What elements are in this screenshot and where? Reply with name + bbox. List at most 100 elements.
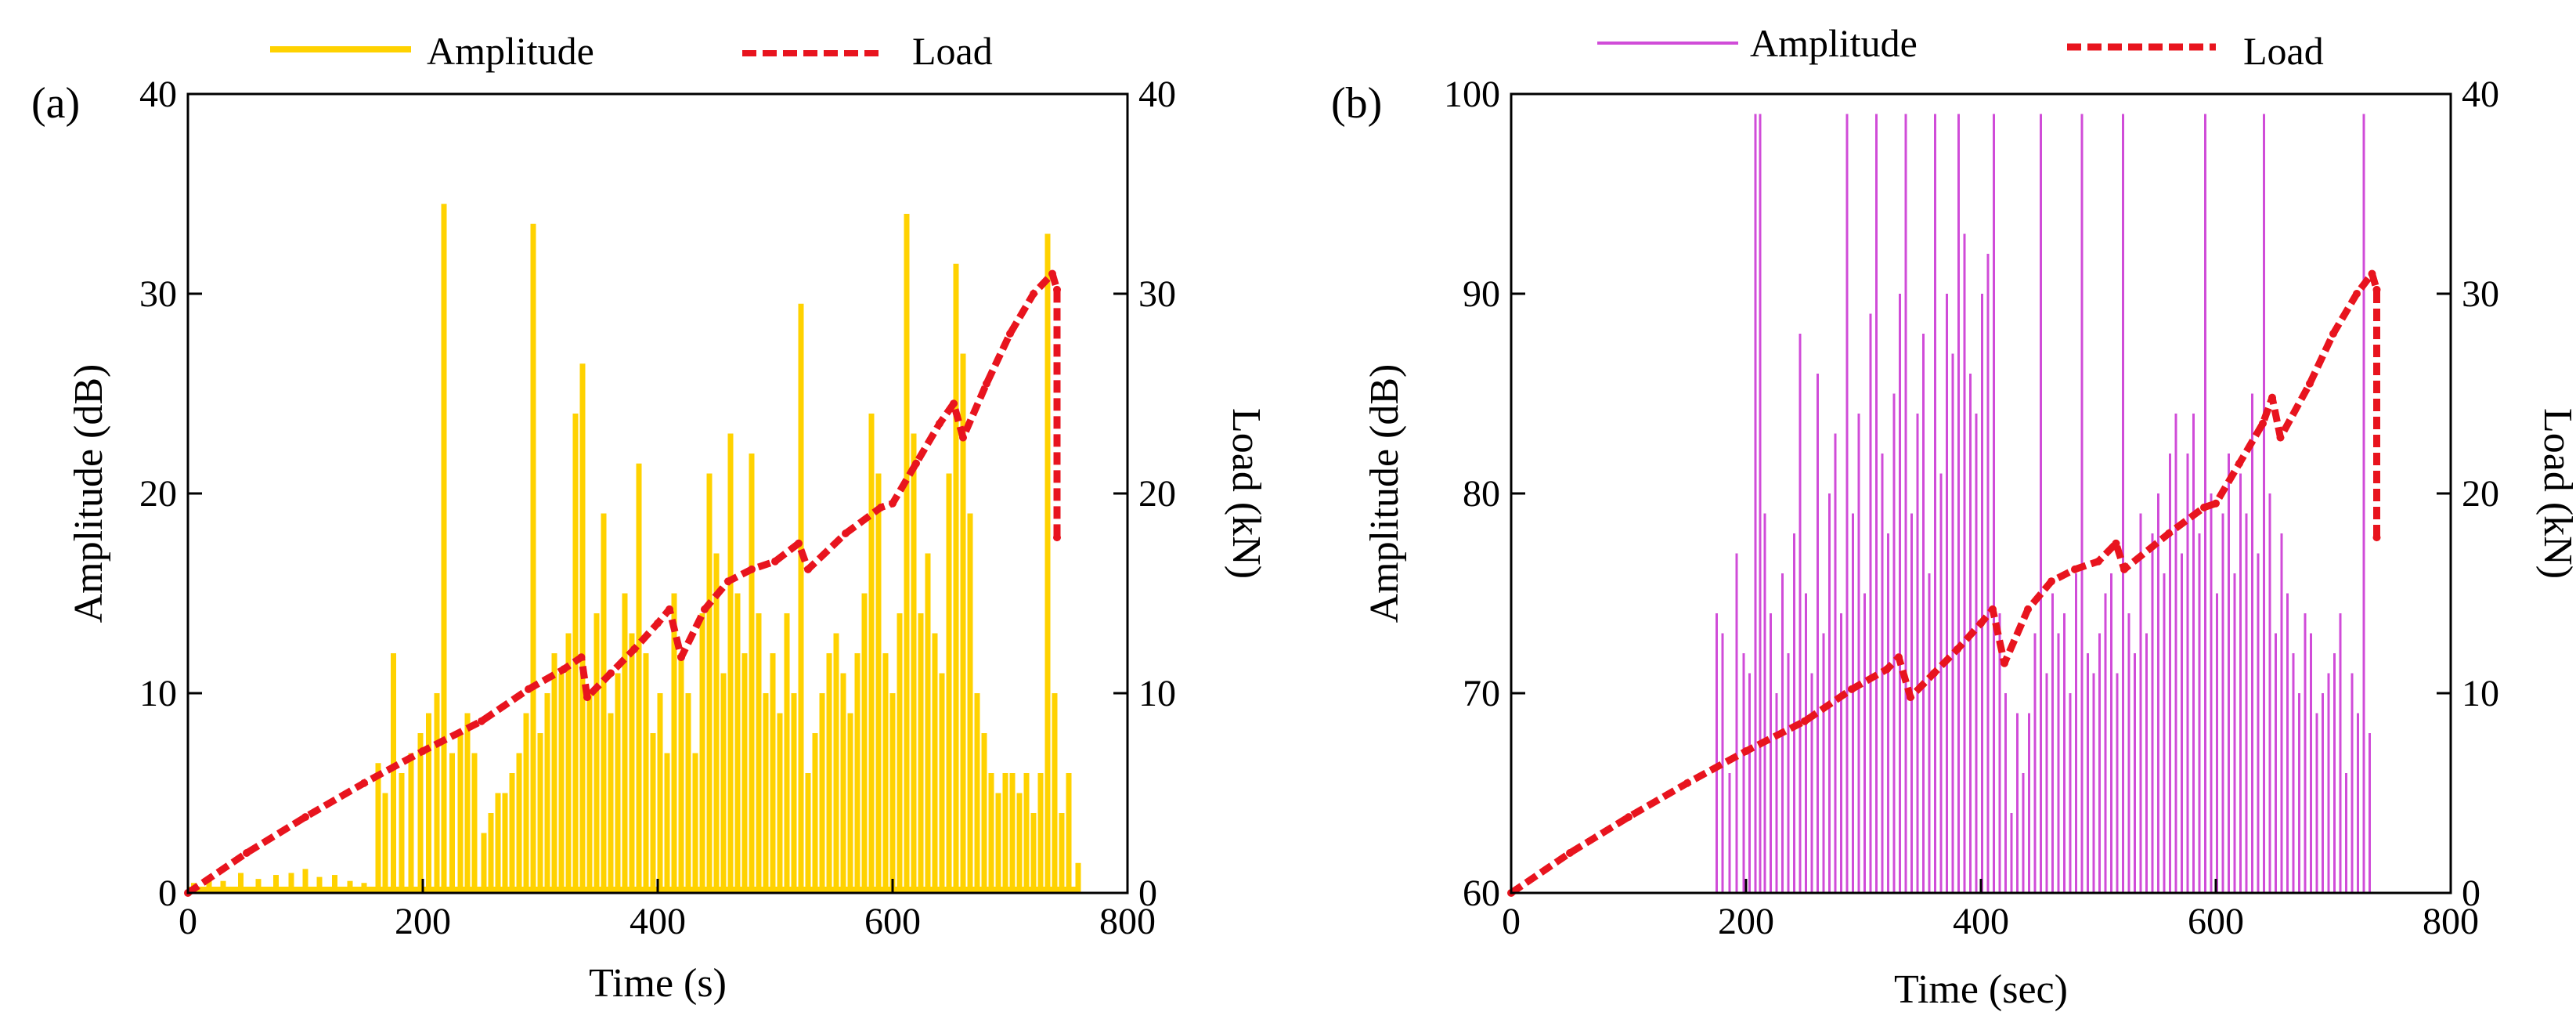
panel-b-load-point xyxy=(1895,653,1903,662)
panel-a-load-point xyxy=(630,645,638,653)
panel-b-load-point xyxy=(2120,565,2128,573)
panel-a-load-point xyxy=(1006,330,1014,338)
panel-b-y-axis-title: Amplitude (dB) xyxy=(1362,364,1407,623)
panel-b-load-point xyxy=(1883,665,1891,674)
panel-b-label: (b) xyxy=(1331,79,1382,128)
panel-b-load-point xyxy=(1907,693,1914,702)
panel-a-load-point xyxy=(983,379,990,388)
panel-a-load-point xyxy=(1053,285,1061,294)
panel-a-x-tick-label: 600 xyxy=(864,901,921,942)
panel-b-load-point xyxy=(1848,685,1856,693)
panel-b-load-point xyxy=(1625,813,1633,822)
panel-b-load-point xyxy=(2094,557,2102,566)
panel-b-legend: Amplitude Load xyxy=(1597,21,2324,73)
panel-b-ticks: 0 200 400 600 800 60 70 80 90 100 0 10 20 30 40 xyxy=(1444,74,2499,942)
panel-b-load-point xyxy=(2353,290,2361,298)
panel-a-load-point xyxy=(1048,269,1056,278)
panel-b-y-tick-label: 100 xyxy=(1444,74,1500,115)
panel-a-x-tick-label: 400 xyxy=(630,901,686,942)
panel-b-y2-tick-label: 10 xyxy=(2462,673,2499,714)
panel-b-y2-tick-label: 40 xyxy=(2462,74,2499,115)
panel-a-load-point xyxy=(654,619,662,627)
panel-a-load-point xyxy=(724,577,732,586)
panel-a-load-point xyxy=(795,539,803,548)
panel-a-load-points xyxy=(184,269,1061,897)
panel-b-x-tick-label: 600 xyxy=(2188,901,2244,942)
panel-b-y2-tick-label: 30 xyxy=(2462,273,2499,315)
panel-b-load-point xyxy=(1801,717,1809,725)
panel-a-load-point xyxy=(1053,533,1061,542)
panel-a-y2-tick-label: 30 xyxy=(1138,273,1176,315)
panel-b-y-tick-label: 80 xyxy=(1463,473,1500,515)
panel-b-y-tick-label: 70 xyxy=(1463,673,1500,714)
panel-a-y2-tick-label: 20 xyxy=(1138,473,1176,515)
panel-b-x-axis-title: Time (sec) xyxy=(1894,967,2068,1012)
panel-b-load-point xyxy=(2165,529,2173,537)
panel-a-legend: Amplitude Load xyxy=(270,29,993,73)
panel-a-load-point xyxy=(666,605,673,613)
panel-b-load-series-line xyxy=(1509,270,2380,896)
panel-a-y-tick-label: 0 xyxy=(158,873,177,914)
panel-b-x-tick-label: 800 xyxy=(2423,901,2479,942)
panel-b-load-point xyxy=(2268,393,2276,402)
panel-b-load-point xyxy=(2112,539,2120,548)
panel-b-load-point xyxy=(2259,419,2267,428)
panel-b-legend-amplitude-label: Amplitude xyxy=(1750,21,1918,65)
panel-b-y2-tick-label: 0 xyxy=(2462,873,2480,914)
panel-b-load-point xyxy=(2306,379,2314,388)
panel-b-load-point xyxy=(2071,565,2079,573)
panel-a-y-tick-label: 20 xyxy=(139,473,177,515)
panel-a-load-point xyxy=(419,746,427,755)
panel-b-load-point xyxy=(1566,849,1574,857)
panel-a-load-series-line xyxy=(186,270,1061,896)
panel-b-load-point xyxy=(1742,746,1750,755)
panel-b-load-point xyxy=(2235,459,2243,468)
panel-b-x-tick-label: 0 xyxy=(1502,901,1521,942)
panel-a-load-point xyxy=(877,503,885,511)
panel-a-load-point xyxy=(677,653,685,662)
panel-a-load-point xyxy=(1030,290,1037,298)
panel-b-load-point xyxy=(2001,659,2008,667)
panel-a-y2-axis-title: Load (kN) xyxy=(1224,408,1268,579)
panel-a-load-point xyxy=(889,499,897,508)
panel-a-legend-load-label: Load xyxy=(912,29,993,73)
panel-a-y2-tick-label: 40 xyxy=(1138,74,1176,115)
panel-a-chart: Amplitude Load (a) 0 200 400 600 80001020304… xyxy=(31,29,1268,1006)
panel-b-x-tick-label: 400 xyxy=(1953,901,2009,942)
panel-b-y2-axis-title: Load (kN) xyxy=(2535,408,2576,579)
panel-b-legend-load-label: Load xyxy=(2243,29,2324,73)
panel-a-load-point xyxy=(912,459,920,468)
panel-b-y-tick-label: 90 xyxy=(1463,273,1500,315)
panel-a-load-point xyxy=(936,419,943,428)
panel-b-chart: Amplitude Load (b) 0 200 400 600 80060708090… xyxy=(1331,21,2576,1012)
panel-b-load-point xyxy=(2212,499,2220,508)
panel-a-plot-area xyxy=(184,204,1081,897)
panel-b-amplitude-series xyxy=(1716,114,2371,893)
panel-a-load-point xyxy=(478,717,485,725)
panel-a-y2-tick-label: 0 xyxy=(1138,873,1157,914)
panel-b-load-point xyxy=(2276,433,2285,442)
panel-a-load-point xyxy=(560,665,568,674)
panel-a-load-point xyxy=(583,693,591,702)
panel-a-load-point xyxy=(301,813,309,822)
panel-a-x-tick-label: 800 xyxy=(1099,901,1156,942)
panel-a-load-point xyxy=(525,685,532,693)
panel-b-load-point xyxy=(2372,285,2381,294)
panel-a-x-axis-title: Time (s) xyxy=(589,961,727,1006)
panel-a-y-tick-label: 30 xyxy=(139,273,177,315)
panel-a-load-point xyxy=(959,433,967,442)
panel-b-load-point xyxy=(2368,269,2376,278)
panel-a-load-point xyxy=(748,565,756,573)
panel-a-load-point xyxy=(771,557,779,566)
panel-a-load-point xyxy=(950,399,958,408)
panel-a-load-point xyxy=(360,779,368,787)
panel-a-amplitude-series xyxy=(188,204,1081,893)
panel-a-load-point xyxy=(577,653,586,662)
panel-b-load-point xyxy=(2047,577,2055,586)
panel-b-plot-area xyxy=(1507,114,2381,897)
panel-b-y2-tick-label: 20 xyxy=(2462,473,2499,515)
panel-a-load-point xyxy=(804,565,812,573)
panel-a-x-tick-label: 0 xyxy=(179,901,197,942)
panel-b-load-point xyxy=(1977,619,1985,627)
